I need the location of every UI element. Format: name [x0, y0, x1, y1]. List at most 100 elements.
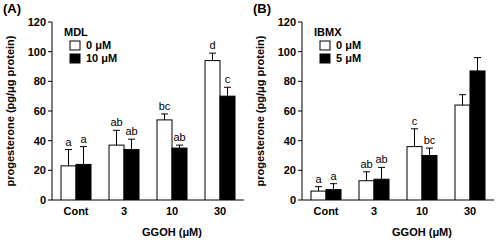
error-cap — [161, 113, 168, 114]
x-tick-label: 30 — [464, 205, 476, 217]
y-tick — [48, 200, 52, 201]
bar — [157, 120, 172, 200]
y-tick — [298, 170, 302, 171]
error-line — [164, 114, 165, 120]
y-axis — [302, 22, 303, 200]
y-axis — [52, 22, 53, 200]
y-tick — [298, 51, 302, 52]
error-bar — [65, 150, 72, 166]
x-axis-label: GGOH (μM) — [142, 226, 202, 238]
error-cap — [411, 128, 418, 129]
x-tick-label: 30 — [214, 205, 226, 217]
error-cap — [65, 149, 72, 150]
error-line — [429, 148, 430, 155]
bar — [205, 61, 220, 200]
legend-swatch — [320, 54, 330, 63]
y-tick-label: 60 — [34, 105, 46, 117]
x-tick-label: 3 — [121, 205, 127, 217]
bar — [407, 147, 422, 200]
significance-letter: ab — [360, 158, 372, 170]
y-tick — [48, 111, 52, 112]
panel-title: (A) — [3, 1, 21, 16]
error-bar — [80, 147, 87, 165]
error-bar — [474, 58, 481, 71]
y-tick — [298, 140, 302, 141]
bar — [61, 166, 76, 200]
error-cap — [474, 57, 481, 58]
error-bar — [176, 145, 183, 148]
legend-title: MDL — [64, 26, 88, 38]
error-line — [116, 130, 117, 145]
y-axis-label: progesterone (pg/μg protein) — [4, 35, 16, 186]
error-cap — [209, 53, 216, 54]
error-line — [227, 87, 228, 96]
y-tick-label: 120 — [28, 16, 46, 28]
bar — [124, 150, 139, 200]
y-tick-label: 120 — [278, 16, 296, 28]
y-tick-label: 20 — [34, 164, 46, 176]
y-tick-label: 100 — [28, 46, 46, 58]
y-tick — [298, 22, 302, 23]
error-cap — [128, 139, 135, 140]
error-bar — [363, 172, 370, 181]
significance-letter: ab — [125, 125, 137, 137]
y-tick-label: 60 — [284, 105, 296, 117]
bar — [359, 181, 374, 200]
error-line — [212, 53, 213, 60]
error-cap — [426, 148, 433, 149]
legend-label: 0 μM — [336, 39, 361, 51]
y-tick — [298, 81, 302, 82]
error-cap — [363, 171, 370, 172]
error-line — [131, 139, 132, 149]
x-tick-label: 3 — [371, 205, 377, 217]
error-line — [381, 167, 382, 179]
error-cap — [315, 186, 322, 187]
significance-letter: c — [225, 73, 231, 85]
legend-swatch — [70, 54, 80, 63]
x-axis-label: GGOH (μM) — [392, 226, 452, 238]
y-tick-label: 20 — [284, 164, 296, 176]
bar — [455, 105, 470, 200]
error-bar — [459, 95, 466, 105]
panel-title: (B) — [253, 1, 271, 16]
significance-letter: a — [330, 170, 337, 182]
y-tick-label: 40 — [34, 135, 46, 147]
error-line — [333, 184, 334, 190]
error-line — [477, 58, 478, 71]
y-tick-label: 80 — [34, 75, 46, 87]
legend-label: 5 μM — [336, 52, 361, 64]
plot-area — [61, 53, 235, 200]
y-tick — [48, 51, 52, 52]
figure: (A) progesterone (pg/μg protein) 0 20 40 60 80… — [0, 0, 500, 252]
error-bar — [411, 129, 418, 147]
panel: (A) progesterone (pg/μg protein) 0 20 40 60 80… — [3, 1, 244, 238]
bar — [470, 71, 485, 200]
bar — [311, 191, 326, 200]
bar — [326, 190, 341, 200]
bar — [76, 164, 91, 200]
error-bar — [128, 139, 135, 149]
error-bar — [315, 187, 322, 191]
error-cap — [378, 167, 385, 168]
error-bar — [209, 53, 216, 60]
error-line — [366, 172, 367, 181]
bar — [172, 148, 187, 200]
y-tick-label: 0 — [40, 194, 46, 206]
legend-swatch — [70, 41, 80, 50]
significance-letter: d — [209, 39, 215, 51]
legend-label: 0 μM — [86, 39, 111, 51]
bar — [109, 145, 124, 200]
significance-letter: a — [315, 173, 322, 185]
y-tick — [48, 170, 52, 171]
significance-letter: c — [412, 115, 418, 127]
error-line — [318, 187, 319, 191]
error-cap — [113, 130, 120, 131]
y-tick-label: 80 — [284, 75, 296, 87]
legend-label: 10 μM — [86, 52, 117, 64]
panel: (B)progesterone (pg/μg protein)020406080… — [253, 1, 494, 238]
y-axis-label: progesterone (pg/μg protein) — [254, 35, 266, 186]
plot-area — [311, 58, 485, 200]
significance-letter: ab — [110, 116, 122, 128]
significance-letter: bc — [159, 100, 171, 112]
error-line — [462, 95, 463, 105]
